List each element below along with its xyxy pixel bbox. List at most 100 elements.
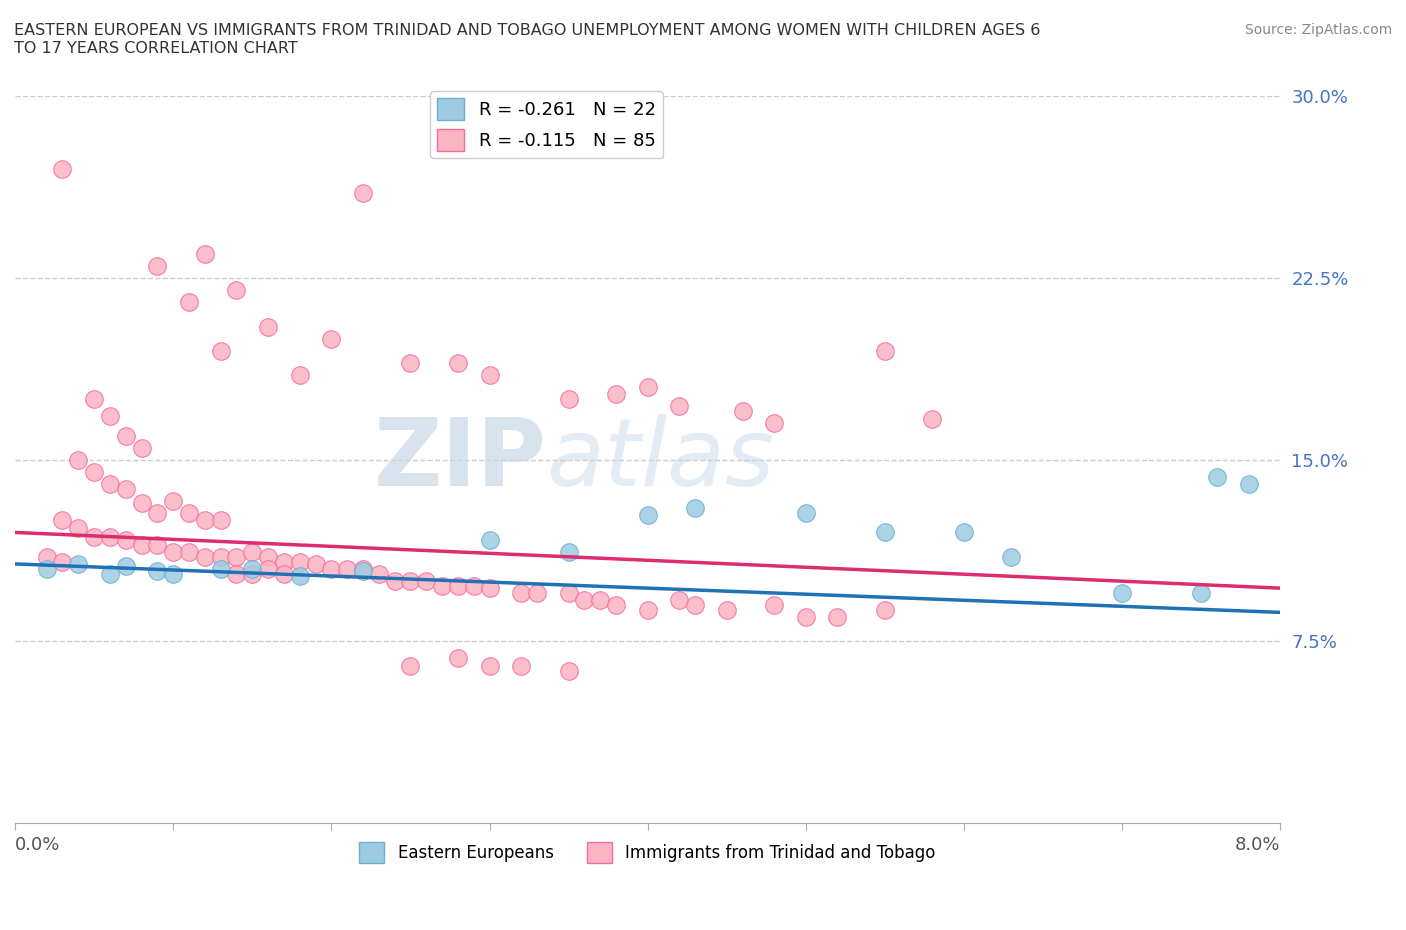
Point — [209, 512, 232, 527]
Point — [162, 494, 184, 509]
Point — [463, 578, 485, 593]
Point — [321, 331, 343, 346]
Point — [352, 562, 374, 577]
Point — [146, 538, 169, 552]
Point — [98, 566, 121, 581]
Point — [51, 162, 73, 177]
Point — [794, 506, 817, 521]
Point — [683, 598, 706, 613]
Point — [1206, 470, 1229, 485]
Text: 0.0%: 0.0% — [15, 836, 60, 855]
Point — [225, 566, 247, 581]
Point — [83, 392, 105, 406]
Point — [225, 283, 247, 298]
Point — [367, 566, 389, 581]
Point — [194, 246, 217, 261]
Point — [35, 562, 58, 577]
Point — [240, 562, 263, 577]
Point — [98, 408, 121, 423]
Point — [273, 566, 295, 581]
Point — [526, 586, 548, 601]
Text: Source: ZipAtlas.com: Source: ZipAtlas.com — [1244, 23, 1392, 37]
Point — [321, 562, 343, 577]
Point — [146, 506, 169, 521]
Point — [1000, 550, 1022, 565]
Point — [209, 343, 232, 358]
Point — [637, 379, 659, 394]
Point — [225, 550, 247, 565]
Point — [194, 512, 217, 527]
Point — [146, 564, 169, 578]
Point — [447, 651, 470, 666]
Point — [257, 319, 280, 334]
Point — [35, 550, 58, 565]
Point — [1111, 586, 1133, 601]
Point — [288, 554, 311, 569]
Point — [162, 544, 184, 559]
Point — [478, 580, 501, 595]
Point — [98, 476, 121, 491]
Point — [430, 578, 453, 593]
Point — [827, 610, 849, 625]
Point — [1237, 476, 1260, 491]
Point — [478, 532, 501, 547]
Point — [557, 544, 579, 559]
Point — [257, 562, 280, 577]
Point — [668, 592, 690, 607]
Point — [731, 404, 754, 418]
Point — [415, 574, 437, 589]
Point — [510, 586, 533, 601]
Point — [83, 464, 105, 479]
Point — [352, 564, 374, 578]
Point — [921, 411, 943, 426]
Point — [131, 496, 153, 511]
Point — [131, 538, 153, 552]
Point — [51, 554, 73, 569]
Point — [352, 186, 374, 201]
Point — [478, 367, 501, 382]
Point — [288, 367, 311, 382]
Point — [240, 566, 263, 581]
Point — [589, 592, 612, 607]
Point — [574, 592, 596, 607]
Point — [637, 603, 659, 618]
Point — [114, 482, 136, 497]
Point — [557, 392, 579, 406]
Point — [399, 355, 422, 370]
Point — [114, 532, 136, 547]
Point — [114, 559, 136, 574]
Legend: Eastern Europeans, Immigrants from Trinidad and Tobago: Eastern Europeans, Immigrants from Trini… — [353, 836, 942, 870]
Point — [273, 554, 295, 569]
Point — [557, 663, 579, 678]
Point — [131, 440, 153, 455]
Point — [146, 259, 169, 273]
Point — [67, 452, 90, 467]
Point — [67, 520, 90, 535]
Point — [98, 530, 121, 545]
Text: 8.0%: 8.0% — [1234, 836, 1281, 855]
Point — [873, 525, 896, 540]
Point — [605, 598, 627, 613]
Point — [447, 578, 470, 593]
Point — [209, 562, 232, 577]
Point — [478, 658, 501, 673]
Point — [399, 658, 422, 673]
Point — [67, 556, 90, 571]
Point — [510, 658, 533, 673]
Point — [240, 544, 263, 559]
Point — [304, 556, 326, 571]
Point — [716, 603, 738, 618]
Point — [794, 610, 817, 625]
Point — [399, 574, 422, 589]
Point — [177, 295, 200, 310]
Point — [763, 416, 786, 431]
Point — [162, 566, 184, 581]
Text: ZIP: ZIP — [374, 414, 547, 506]
Point — [683, 500, 706, 515]
Point — [336, 562, 359, 577]
Point — [194, 550, 217, 565]
Point — [177, 544, 200, 559]
Text: EASTERN EUROPEAN VS IMMIGRANTS FROM TRINIDAD AND TOBAGO UNEMPLOYMENT AMONG WOMEN: EASTERN EUROPEAN VS IMMIGRANTS FROM TRIN… — [14, 23, 1040, 56]
Point — [209, 550, 232, 565]
Point — [1189, 586, 1212, 601]
